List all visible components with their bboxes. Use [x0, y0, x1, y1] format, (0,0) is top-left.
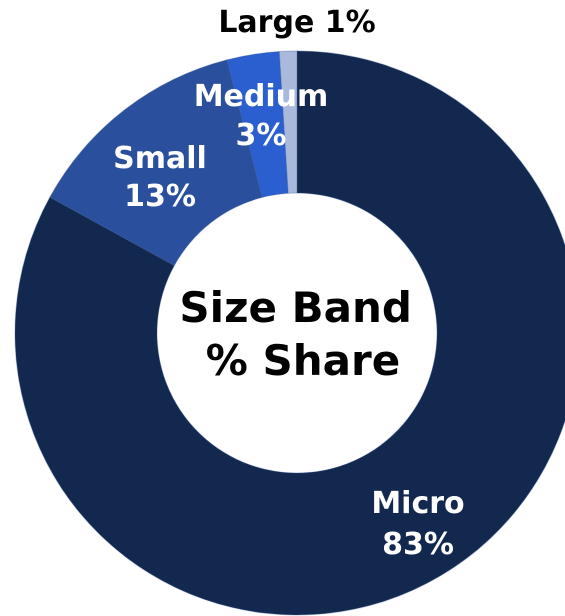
slice-small [49, 59, 263, 267]
slice-medium [226, 51, 289, 199]
slice-name-micro: Micro [371, 486, 464, 521]
slice-name-medium: Medium [194, 79, 329, 114]
center-title-line-1: Size Band [179, 283, 412, 332]
center-title-line-2: % Share [206, 336, 400, 385]
slice-label-large: Large 1% [218, 5, 375, 40]
slice-value-small: 13% [124, 179, 196, 214]
slice-labels: Micro 83% Small 13% Medium 3% Large 1% [113, 5, 465, 562]
donut-slices [14, 50, 565, 616]
slice-large [278, 50, 298, 194]
slice-value-medium: 3% [236, 118, 287, 153]
slice-micro [14, 50, 565, 616]
slice-name-small: Small [113, 141, 207, 176]
slice-label-micro: Micro 83% [371, 486, 464, 562]
slice-label-small: Small 13% [113, 141, 207, 214]
slice-value-micro: 83% [382, 527, 454, 562]
slice-label-medium: Medium 3% [194, 79, 329, 153]
center-title: Size Band % Share [179, 283, 426, 385]
